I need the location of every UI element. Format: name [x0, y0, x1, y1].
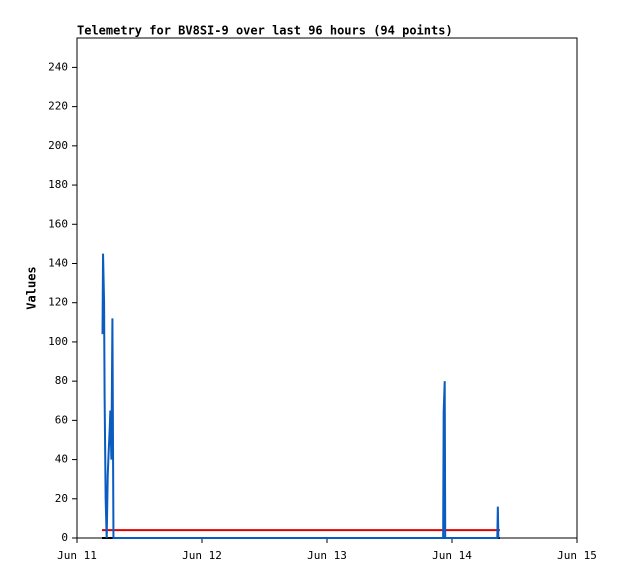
y-tick-label: 160 [48, 217, 68, 230]
chart-title: Telemetry for BV8SI-9 over last 96 hours… [77, 24, 453, 38]
x-tick-label: Jun 15 [557, 549, 597, 562]
y-tick-label: 80 [55, 374, 68, 387]
x-tick-label: Jun 14 [432, 549, 472, 562]
x-tick-label: Jun 12 [182, 549, 222, 562]
y-tick-label: 120 [48, 296, 68, 309]
x-tick-label: Jun 13 [307, 549, 347, 562]
y-tick-label: 20 [55, 492, 68, 505]
y-tick-label: 100 [48, 335, 68, 348]
plot-frame [76, 37, 578, 539]
y-tick-label: 60 [55, 413, 68, 426]
y-axis-label: Values [25, 266, 39, 309]
y-tick-label: 220 [48, 100, 68, 113]
y-tick-label: 0 [61, 531, 68, 544]
series-line [101, 253, 500, 539]
y-tick-label: 200 [48, 139, 68, 152]
y-tick-label: 180 [48, 178, 68, 191]
y-tick-label: 240 [48, 60, 68, 73]
y-tick-label: 140 [48, 256, 68, 269]
y-tick-label: 40 [55, 453, 68, 466]
x-tick-label: Jun 11 [57, 549, 97, 562]
